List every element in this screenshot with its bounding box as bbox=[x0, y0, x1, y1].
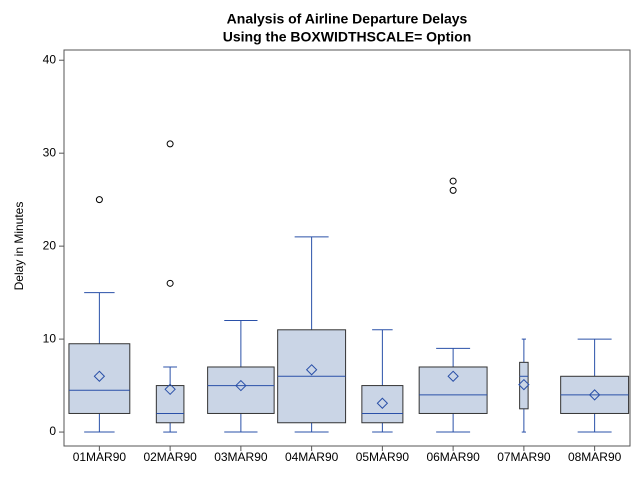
box bbox=[519, 361, 529, 410]
y-tick-label: 0 bbox=[49, 424, 56, 438]
mean-marker bbox=[376, 397, 389, 409]
y-tick-label: 40 bbox=[43, 52, 57, 66]
chart-subtitle: Using the BOXWIDTHSCALE= Option bbox=[223, 29, 472, 45]
outlier bbox=[166, 279, 174, 287]
mean-marker bbox=[447, 370, 459, 382]
chart-title: Analysis of Airline Departure Delays bbox=[227, 11, 468, 27]
mean-marker bbox=[305, 364, 318, 376]
x-tick-label: 03MAR90 bbox=[214, 450, 268, 464]
box bbox=[418, 366, 488, 414]
x-tick-label: 08MAR90 bbox=[568, 450, 622, 464]
mean-marker bbox=[588, 389, 601, 401]
outlier bbox=[449, 186, 457, 194]
mean-marker bbox=[235, 379, 247, 392]
x-tick-label: 01MAR90 bbox=[73, 450, 127, 464]
x-tick-label: 05MAR90 bbox=[356, 450, 410, 464]
box bbox=[68, 343, 131, 414]
x-tick-label: 04MAR90 bbox=[285, 450, 339, 464]
mean-marker bbox=[93, 370, 106, 382]
box bbox=[155, 385, 185, 424]
box bbox=[361, 385, 404, 424]
outlier bbox=[95, 196, 103, 204]
outlier bbox=[166, 140, 174, 148]
y-tick-label: 10 bbox=[43, 331, 57, 345]
mean-marker bbox=[164, 383, 176, 396]
x-tick-label: 02MAR90 bbox=[143, 450, 197, 464]
y-tick-label: 20 bbox=[43, 238, 57, 252]
mean-marker bbox=[518, 378, 530, 391]
y-axis-label: Delay in Minutes bbox=[12, 202, 26, 291]
outlier bbox=[449, 177, 457, 185]
plot-frame bbox=[63, 49, 631, 447]
x-tick-label: 06MAR90 bbox=[426, 450, 480, 464]
x-tick-label: 07MAR90 bbox=[497, 450, 551, 464]
y-tick-label: 30 bbox=[43, 145, 57, 159]
